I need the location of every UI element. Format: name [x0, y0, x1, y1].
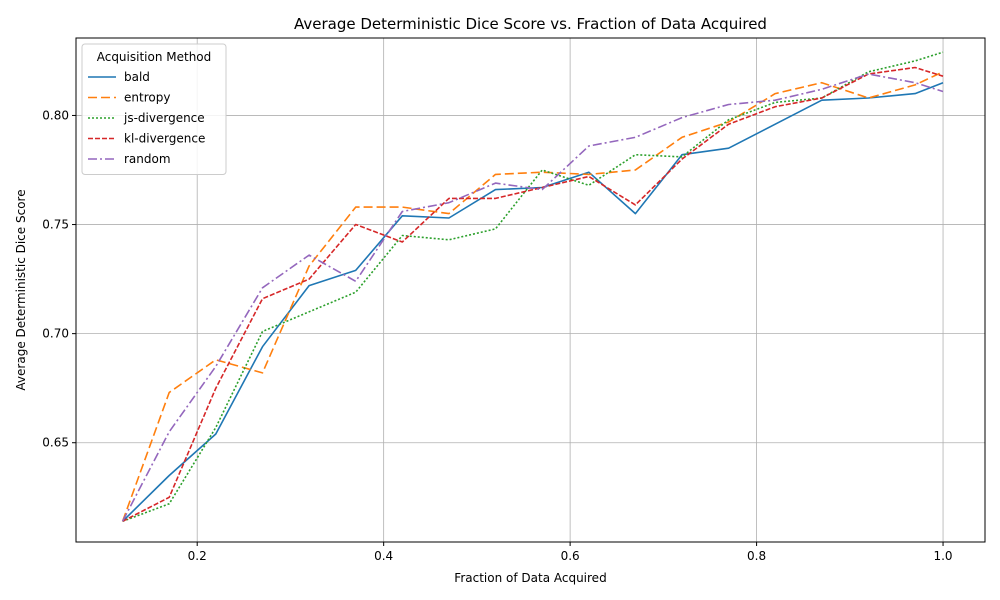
legend-label-bald: bald — [124, 70, 150, 84]
legend: Acquisition Method bald entropy js-diverge… — [81, 43, 227, 175]
x-tick-label: 0.2 — [188, 549, 207, 563]
x-tick-label: 0.8 — [747, 549, 766, 563]
legend-label-js-divergence: js-divergence — [123, 111, 205, 125]
chart-title: Average Deterministic Dice Score vs. Fra… — [294, 15, 767, 33]
y-axis-label: Average Deterministic Dice Score — [14, 189, 28, 390]
series-line-random — [121, 73, 944, 522]
legend-label-kl-divergence: kl-divergence — [124, 132, 205, 146]
series-line-kl-divergence — [122, 66, 944, 523]
y-tick-label: 0.80 — [42, 108, 69, 122]
y-tick-label: 0.65 — [42, 436, 69, 450]
legend-box — [81, 43, 227, 175]
series-lines — [121, 51, 944, 523]
legend-label-entropy: entropy — [124, 91, 170, 105]
legend-items: bald entropy js-divergence kl-divergence ran… — [88, 70, 205, 166]
y-tick-label: 0.75 — [42, 218, 69, 232]
y-tick-label: 0.70 — [42, 327, 69, 341]
plot-frame — [75, 37, 986, 543]
legend-label-random: random — [124, 152, 171, 166]
x-axis-label: Fraction of Data Acquired — [454, 571, 606, 585]
legend-title: Acquisition Method — [97, 50, 212, 64]
series-line-entropy — [121, 71, 944, 522]
x-axis-ticks: 0.2 0.4 0.6 0.8 1.0 — [188, 542, 953, 563]
x-tick-label: 0.6 — [561, 549, 580, 563]
y-axis-ticks: 0.65 0.70 0.75 0.80 — [42, 108, 76, 450]
x-tick-label: 1.0 — [933, 549, 952, 563]
x-tick-label: 0.4 — [374, 549, 393, 563]
grid-lines — [76, 38, 985, 542]
